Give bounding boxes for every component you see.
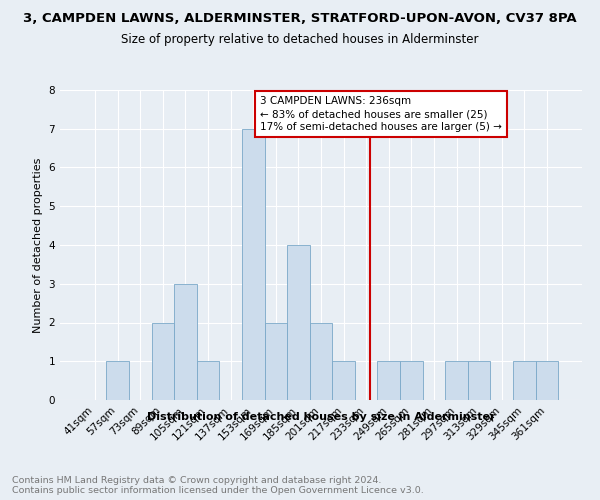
Text: Distribution of detached houses by size in Alderminster: Distribution of detached houses by size … xyxy=(147,412,495,422)
Bar xyxy=(332,361,355,400)
Bar xyxy=(174,284,197,400)
Text: Contains HM Land Registry data © Crown copyright and database right 2024.
Contai: Contains HM Land Registry data © Crown c… xyxy=(12,476,424,495)
Bar xyxy=(106,361,129,400)
Bar xyxy=(400,361,422,400)
Bar xyxy=(310,322,332,400)
Bar xyxy=(152,322,174,400)
Bar xyxy=(513,361,536,400)
Y-axis label: Number of detached properties: Number of detached properties xyxy=(33,158,43,332)
Bar xyxy=(287,245,310,400)
Bar xyxy=(445,361,468,400)
Text: 3, CAMPDEN LAWNS, ALDERMINSTER, STRATFORD-UPON-AVON, CV37 8PA: 3, CAMPDEN LAWNS, ALDERMINSTER, STRATFOR… xyxy=(23,12,577,26)
Bar xyxy=(468,361,490,400)
Text: Size of property relative to detached houses in Alderminster: Size of property relative to detached ho… xyxy=(121,32,479,46)
Bar xyxy=(536,361,558,400)
Bar xyxy=(242,128,265,400)
Text: 3 CAMPDEN LAWNS: 236sqm
← 83% of detached houses are smaller (25)
17% of semi-de: 3 CAMPDEN LAWNS: 236sqm ← 83% of detache… xyxy=(260,96,502,132)
Bar xyxy=(265,322,287,400)
Bar xyxy=(377,361,400,400)
Bar xyxy=(197,361,220,400)
